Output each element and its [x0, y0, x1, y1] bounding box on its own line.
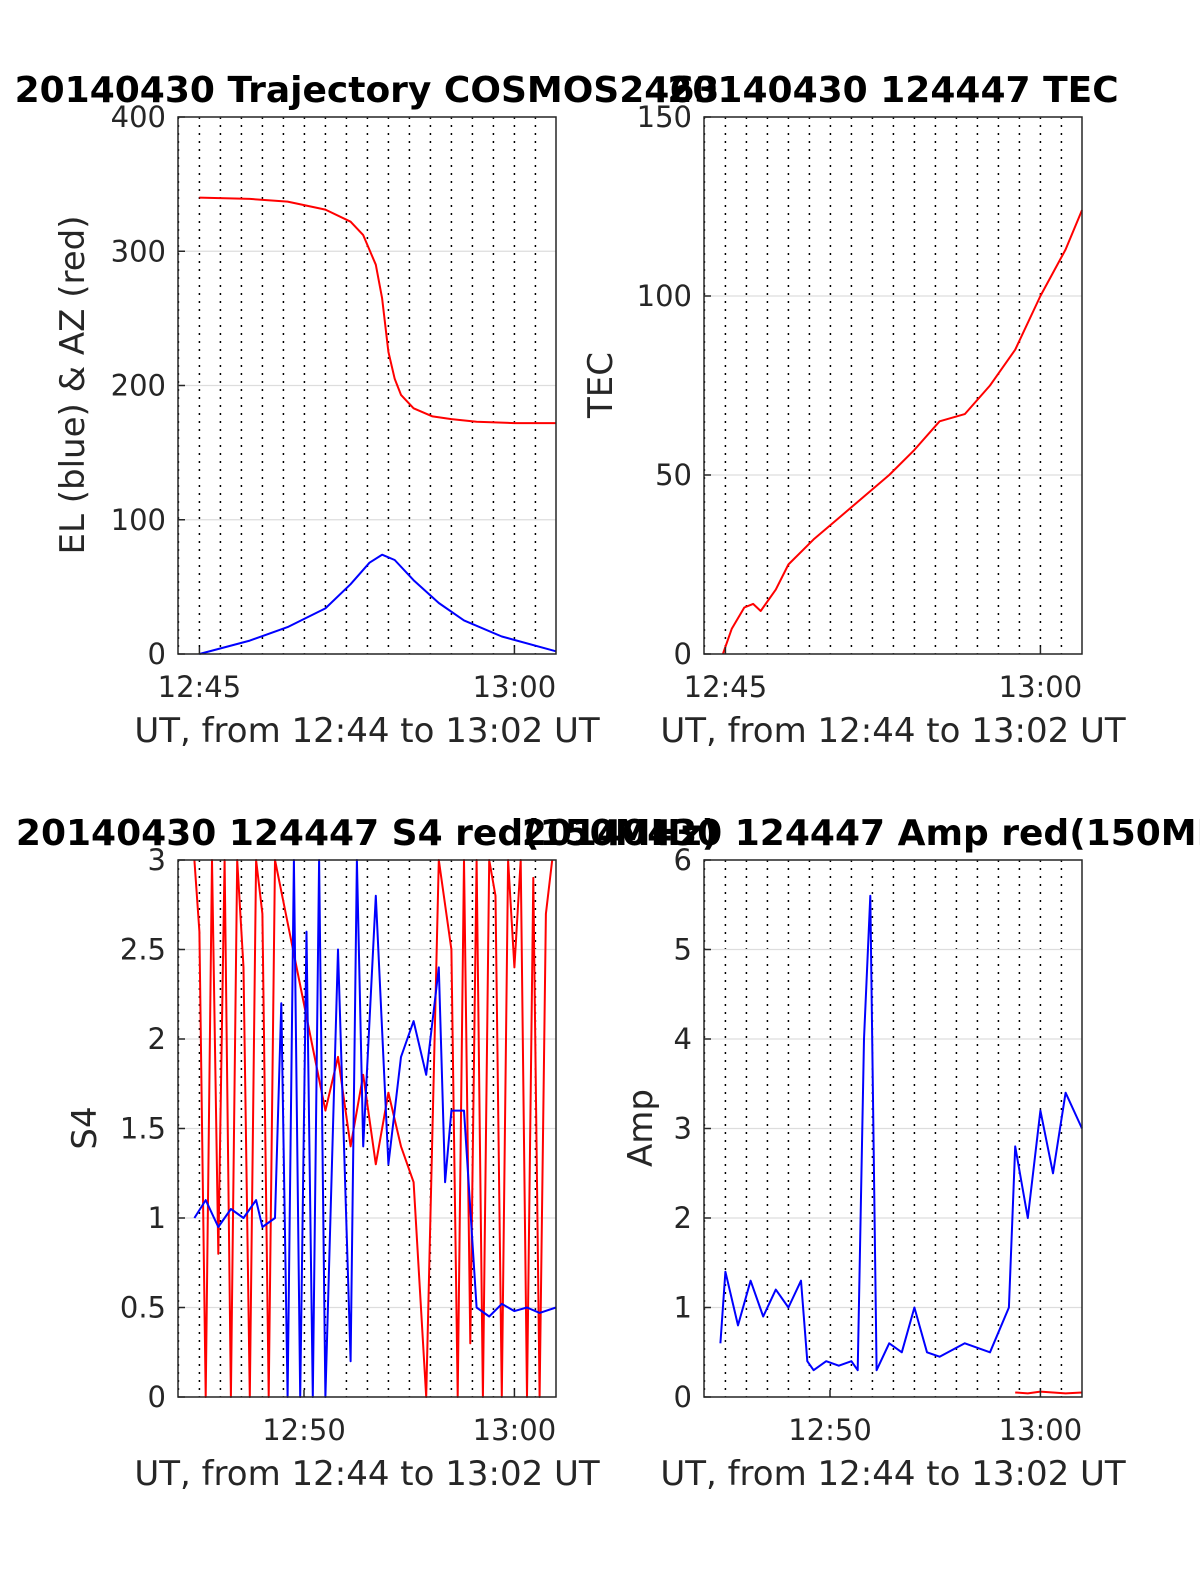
y-axis-label: S4 — [65, 1106, 105, 1149]
y-tick-label: 1 — [148, 1201, 166, 1235]
series-line-1 — [193, 859, 557, 1398]
series-line-1 — [719, 894, 1083, 1372]
x-axis-label: UT, from 12:44 to 13:02 UT — [660, 711, 1126, 751]
y-tick-label: 150 — [637, 100, 692, 134]
y-axis-label: TEC — [581, 352, 621, 419]
series-layer — [719, 894, 1083, 1395]
x-tick-label: 13:00 — [473, 1413, 557, 1447]
y-tick-label: 300 — [111, 234, 166, 268]
x-axis-label: UT, from 12:44 to 13:02 UT — [134, 1454, 600, 1494]
y-tick-label: 0 — [674, 637, 692, 671]
y-tick-label: 100 — [637, 279, 692, 313]
x-tick-label: 12:45 — [158, 670, 242, 704]
y-tick-label: 200 — [111, 369, 166, 403]
y-tick-label: 6 — [674, 843, 692, 877]
series-line-0 — [721, 209, 1083, 655]
tick-layer: 0 100 200 300 400 12:45 13:00 — [111, 100, 557, 704]
y-tick-label: 2 — [674, 1201, 692, 1235]
series-layer — [199, 196, 557, 655]
y-tick-label: 3 — [148, 843, 166, 877]
y-axis-label: Amp — [621, 1089, 661, 1167]
chart-title: 20140430 Trajectory COSMOS2463 — [15, 70, 720, 111]
y-tick-label: 1.5 — [120, 1112, 166, 1146]
x-tick-label: 12:50 — [788, 1413, 872, 1447]
x-tick-label: 13:00 — [999, 1413, 1083, 1447]
y-tick-label: 100 — [111, 503, 166, 537]
panel-amp: 0 1 2 3 4 5 6 12:50 13:00 20140430 124447 Amp re… — [522, 813, 1200, 1494]
plot-frame — [703, 116, 1083, 655]
y-tick-label: 4 — [674, 1022, 692, 1056]
grid — [703, 859, 1082, 1398]
y-tick-label: 2.5 — [120, 933, 166, 967]
y-tick-label: 0.5 — [120, 1291, 166, 1325]
x-tick-label: 13:00 — [999, 670, 1083, 704]
series-layer — [193, 859, 557, 1398]
series-line-0 — [1015, 1390, 1083, 1395]
y-tick-label: 0 — [148, 1380, 166, 1414]
x-axis-label: UT, from 12:44 to 13:02 UT — [660, 1454, 1126, 1494]
y-tick-label: 3 — [674, 1112, 692, 1146]
series-layer — [721, 209, 1083, 655]
y-tick-label: 1 — [674, 1291, 692, 1325]
y-tick-label: 2 — [148, 1022, 166, 1056]
y-tick-label: 0 — [148, 637, 166, 671]
tick-layer: 0 50 100 150 12:45 13:00 — [637, 100, 1083, 704]
x-tick-label: 12:50 — [262, 1413, 346, 1447]
panel-trajectory: 0 100 200 300 400 12:45 13:00 20140430 Traject… — [15, 70, 720, 751]
grid — [703, 116, 1082, 655]
series-line-0 — [193, 859, 554, 1398]
panel-s4: 0 0.5 1 1.5 2 2.5 3 12:50 13:00 20140430 124447 … — [16, 813, 718, 1494]
y-axis-label: EL (blue) & AZ (red) — [53, 215, 93, 554]
chart-title: 20140430 124447 Amp red(150MHz) — [522, 813, 1200, 854]
y-tick-label: 0 — [674, 1380, 692, 1414]
y-tick-label: 50 — [655, 458, 692, 492]
tick-layer: 0 1 2 3 4 5 6 12:50 13:00 — [674, 843, 1083, 1447]
series-line-0 — [199, 196, 556, 425]
y-tick-label: 400 — [111, 100, 166, 134]
chart-title: 20140430 124447 TEC — [667, 70, 1118, 111]
x-tick-label: 13:00 — [473, 670, 557, 704]
x-axis-label: UT, from 12:44 to 13:02 UT — [134, 711, 600, 751]
tick-layer: 0 0.5 1 1.5 2 2.5 3 12:50 13:00 — [120, 843, 556, 1447]
x-tick-label: 12:45 — [684, 670, 768, 704]
y-tick-label: 5 — [674, 933, 692, 967]
series-line-1 — [199, 553, 557, 655]
chart-title: 20140430 124447 S4 red(150MHz) — [16, 813, 718, 854]
